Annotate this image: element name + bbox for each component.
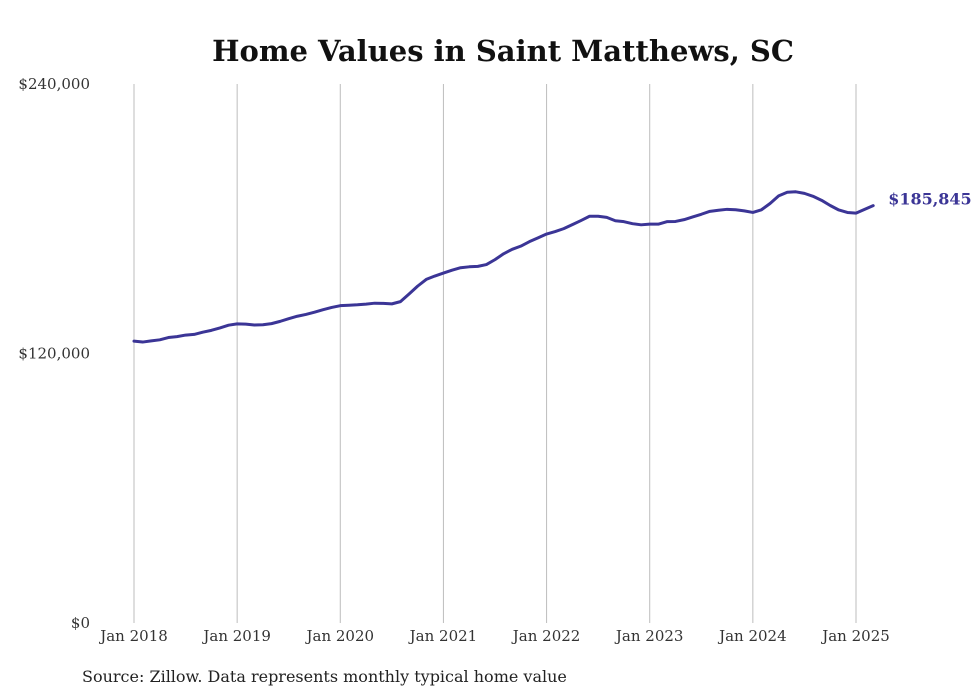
x-tick-label: Jan 2020	[305, 627, 375, 645]
x-tick-label: Jan 2023	[614, 627, 684, 645]
x-tick-label: Jan 2019	[201, 627, 271, 645]
x-tick-label: Jan 2025	[820, 627, 890, 645]
y-tick-label: $0	[71, 614, 90, 632]
x-tick-label: Jan 2022	[511, 627, 581, 645]
y-tick-label: $120,000	[18, 345, 90, 363]
latest-value-label: $185,845	[888, 190, 972, 209]
x-tick-label: Jan 2018	[98, 627, 168, 645]
x-axis-tick-labels: Jan 2018 Jan 2019 Jan 2020 Jan 2021 Jan 2022…	[98, 627, 890, 645]
vertical-gridlines	[133, 84, 857, 623]
chart-title: Home Values in Saint Matthews, SC	[212, 34, 794, 68]
y-tick-label: $240,000	[18, 75, 90, 93]
x-tick-label: Jan 2021	[408, 627, 478, 645]
y-axis-tick-labels: $0 $120,000 $240,000	[18, 75, 90, 632]
source-note: Source: Zillow. Data represents monthly …	[82, 667, 567, 686]
home-value-line	[132, 190, 875, 344]
x-tick-label: Jan 2024	[717, 627, 787, 645]
